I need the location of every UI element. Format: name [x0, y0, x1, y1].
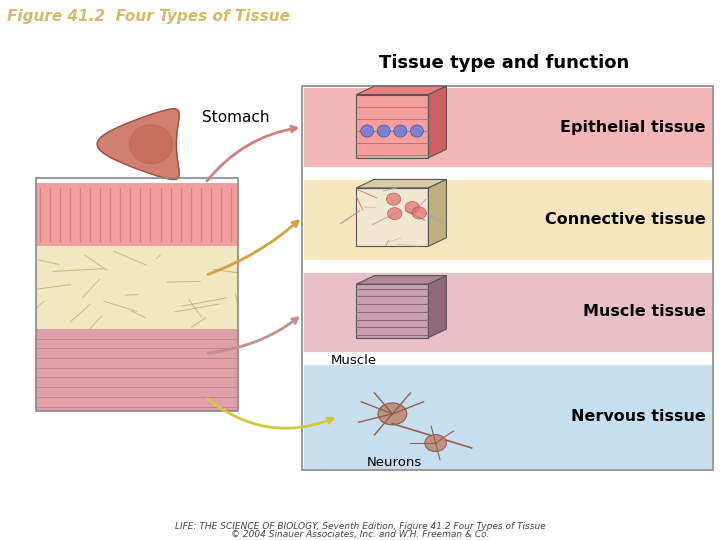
Ellipse shape	[425, 435, 446, 451]
Text: Epithelial tissue: Epithelial tissue	[560, 120, 706, 134]
Polygon shape	[428, 179, 446, 246]
FancyBboxPatch shape	[302, 178, 713, 261]
Ellipse shape	[410, 125, 423, 137]
Ellipse shape	[377, 125, 390, 137]
FancyBboxPatch shape	[356, 94, 428, 158]
Ellipse shape	[394, 125, 407, 137]
Polygon shape	[356, 179, 446, 188]
Polygon shape	[356, 86, 446, 94]
Polygon shape	[130, 125, 173, 164]
Text: Tissue type and function: Tissue type and function	[379, 54, 629, 72]
Ellipse shape	[387, 193, 401, 205]
Ellipse shape	[405, 201, 420, 213]
Ellipse shape	[387, 208, 402, 220]
Text: Figure 41.2  Four Types of Tissue: Figure 41.2 Four Types of Tissue	[7, 9, 290, 24]
Text: Neurons: Neurons	[367, 456, 423, 469]
Polygon shape	[428, 275, 446, 338]
Polygon shape	[428, 86, 446, 158]
FancyBboxPatch shape	[36, 246, 238, 329]
Text: LIFE: THE SCIENCE OF BIOLOGY, Seventh Edition, Figure 41.2 Four Types of Tissue: LIFE: THE SCIENCE OF BIOLOGY, Seventh Ed…	[175, 522, 545, 531]
FancyBboxPatch shape	[36, 183, 238, 246]
Text: Connective tissue: Connective tissue	[545, 212, 706, 227]
Text: Stomach: Stomach	[202, 110, 269, 125]
Ellipse shape	[361, 125, 374, 137]
FancyBboxPatch shape	[356, 188, 428, 246]
Polygon shape	[97, 109, 179, 179]
FancyBboxPatch shape	[36, 329, 238, 411]
Text: Muscle: Muscle	[331, 354, 377, 367]
FancyBboxPatch shape	[302, 363, 713, 470]
FancyBboxPatch shape	[356, 284, 428, 338]
Text: Muscle tissue: Muscle tissue	[582, 305, 706, 319]
Ellipse shape	[412, 207, 426, 219]
Ellipse shape	[378, 403, 407, 425]
Text: Nervous tissue: Nervous tissue	[571, 409, 706, 424]
Polygon shape	[356, 275, 446, 284]
Text: © 2004 Sinauer Associates, Inc. and W.H. Freeman & Co.: © 2004 Sinauer Associates, Inc. and W.H.…	[230, 530, 490, 539]
FancyBboxPatch shape	[302, 271, 713, 353]
FancyBboxPatch shape	[302, 86, 713, 168]
